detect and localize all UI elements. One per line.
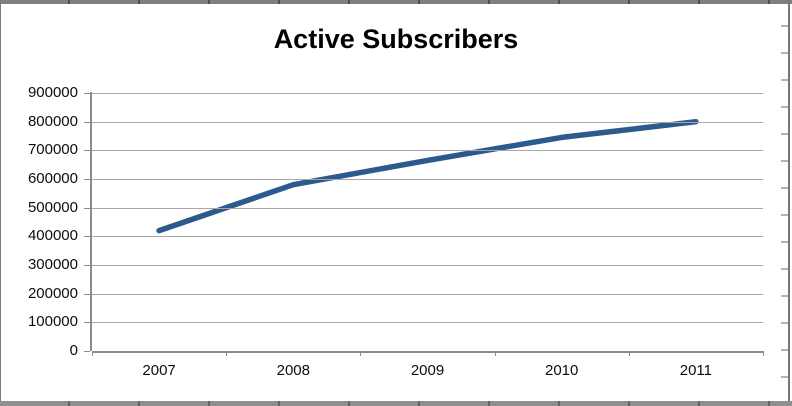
x-axis-line	[92, 351, 763, 353]
spreadsheet-bottom-edge	[0, 401, 792, 406]
y-axis-label: 300000	[27, 256, 78, 273]
plot-area	[84, 93, 764, 356]
gridline	[92, 236, 763, 238]
x-axis-tick	[494, 351, 496, 356]
y-axis-label: 700000	[27, 141, 78, 159]
spreadsheet-right-edge	[788, 0, 790, 406]
y-axis-label: 800000	[27, 112, 78, 130]
y-axis-line	[90, 92, 92, 351]
gridline	[92, 179, 763, 180]
spreadsheet-top-edge	[0, 0, 792, 4]
x-axis-label: 2011	[679, 362, 713, 379]
subscribers-line	[156, 118, 699, 234]
gridline	[92, 93, 763, 94]
gridline	[92, 322, 763, 324]
y-axis-tick	[84, 93, 90, 94]
y-axis-label: 600000	[27, 170, 78, 187]
gridline	[92, 150, 763, 152]
gridline	[92, 121, 763, 123]
spreadsheet-row-ticks	[781, 0, 788, 406]
x-axis-tick	[360, 351, 362, 356]
y-axis-labels: 900000 800000 700000 600000 500000 400000 3000…	[0, 84, 78, 359]
spreadsheet-left-edge	[0, 0, 1, 406]
y-axis-tick	[84, 265, 90, 266]
x-axis-tick	[92, 351, 93, 356]
x-axis-tick	[628, 351, 630, 356]
y-axis-label: 0	[69, 342, 78, 359]
y-axis-tick	[84, 179, 90, 180]
y-axis-label: 500000	[27, 198, 78, 216]
y-axis-label: 100000	[27, 313, 78, 331]
x-axis-label: 2008	[276, 362, 310, 379]
y-axis-tick	[84, 293, 90, 295]
x-axis-label: 2009	[410, 362, 445, 379]
y-axis-tick	[84, 121, 90, 123]
y-axis-tick	[84, 236, 90, 238]
x-axis-tick	[226, 351, 228, 356]
gridline	[92, 293, 763, 295]
y-axis-label: 900000	[27, 84, 78, 101]
y-axis-tick	[84, 207, 90, 209]
y-axis-label: 200000	[27, 284, 78, 302]
x-axis-label: 2010	[545, 362, 579, 379]
x-axis-tick	[763, 351, 764, 356]
chart-title: Active Subscribers	[273, 24, 519, 54]
gridline	[92, 265, 763, 266]
x-axis-labels: 2007 2008 2009 2010 2011	[92, 362, 763, 386]
gridline	[92, 207, 763, 209]
y-axis-tick	[84, 351, 90, 352]
y-axis-tick	[84, 322, 90, 324]
x-axis-label: 2007	[142, 362, 176, 379]
line-series-layer	[156, 118, 699, 234]
y-axis-tick	[84, 150, 90, 152]
y-axis-label: 400000	[27, 227, 78, 245]
